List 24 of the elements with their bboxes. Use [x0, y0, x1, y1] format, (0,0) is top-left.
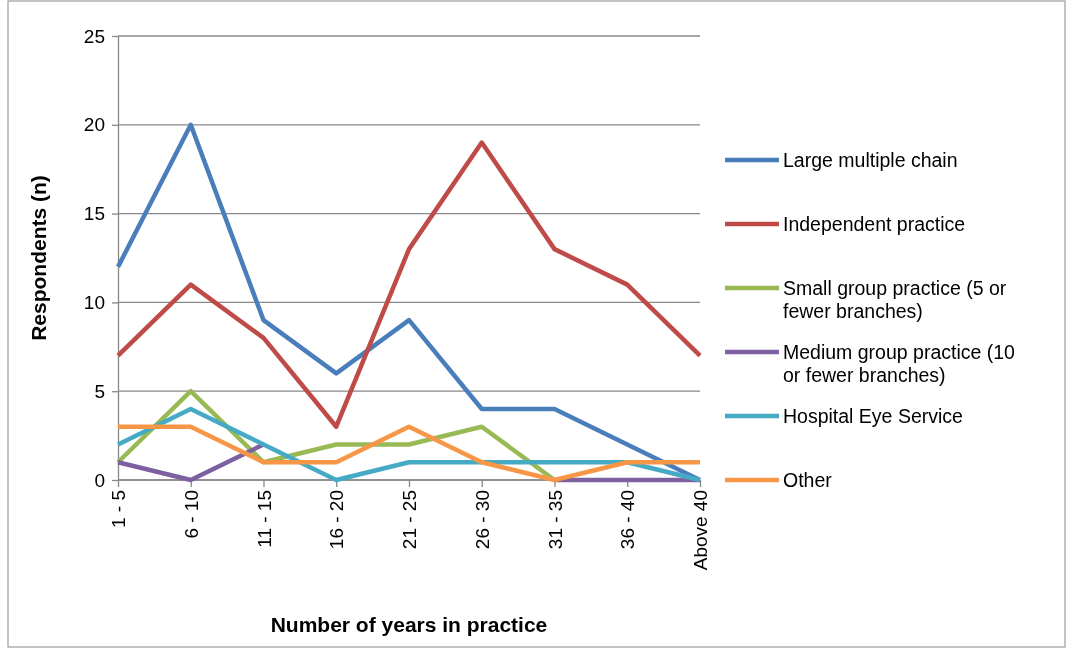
x-tick-label: Above 40 — [690, 490, 712, 571]
y-axis-title: Respondents (n) — [27, 175, 50, 341]
legend-label: Independent practice — [783, 212, 966, 235]
x-tick-label: 31 - 35 — [544, 490, 566, 550]
legend-label: Large multiple chain — [783, 148, 958, 171]
x-tick-label: 6 - 10 — [180, 490, 202, 539]
x-tick-label: 26 - 30 — [471, 490, 493, 550]
y-tick-label: 5 — [94, 380, 105, 402]
y-tick-label: 15 — [83, 203, 105, 225]
legend-label: Hospital Eye Service — [783, 404, 963, 427]
x-tick-label: 36 - 40 — [617, 490, 639, 550]
x-axis-title: Number of years in practice — [270, 613, 548, 636]
line-series — [115, 140, 703, 429]
x-tick-label: 1 - 5 — [108, 490, 130, 529]
legend-label: Small group practice (5 or fewer branches) — [783, 276, 1007, 323]
y-tick-label: 25 — [83, 25, 105, 47]
x-tick-label: 11 - 15 — [253, 490, 275, 548]
y-tick-label: 0 — [94, 469, 105, 491]
legend-label: Medium group practice (10 or fewer branches) — [783, 340, 1016, 387]
legend-label: Other — [783, 468, 833, 491]
x-tick-label: 21 - 25 — [399, 490, 421, 550]
x-tick-label: 16 - 20 — [326, 490, 348, 550]
y-tick-label: 10 — [83, 291, 105, 313]
y-tick-label: 20 — [83, 114, 105, 136]
